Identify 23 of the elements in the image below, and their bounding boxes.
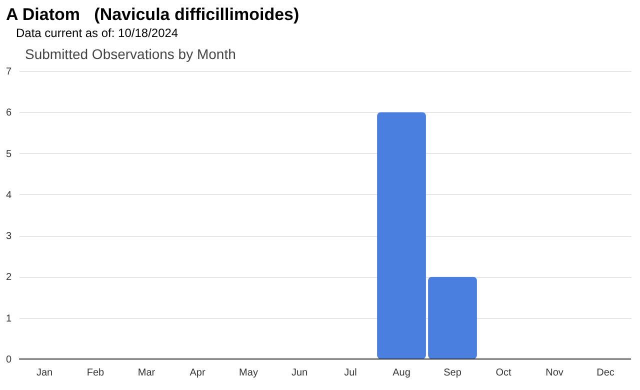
y-tick-label: 3 <box>6 231 12 242</box>
x-tick-label: May <box>239 368 258 378</box>
chart-subtitle: Data current as of: 10/18/2024 <box>16 26 180 40</box>
x-tick-label: Oct <box>496 368 512 378</box>
x-tick-label: Nov <box>546 368 564 378</box>
x-tick-label: Dec <box>596 368 614 378</box>
y-tick-label: 5 <box>6 148 12 160</box>
x-tick-label: Feb <box>86 368 105 378</box>
x-tick-label: Apr <box>190 368 206 378</box>
y-tick-label: 7 <box>6 66 12 78</box>
x-tick-label: Jun <box>291 368 308 378</box>
y-tick-label: 2 <box>6 272 12 284</box>
x-tick-label: Aug <box>392 368 410 378</box>
chart-title: A Diatom (Navicula difficillimoides) <box>6 5 300 25</box>
y-tick-label: 6 <box>6 108 12 119</box>
x-tick-label: Mar <box>138 368 156 378</box>
y-tick-label: 1 <box>6 313 12 324</box>
x-tick-label: Jan <box>36 368 53 378</box>
y-tick-label: 4 <box>6 190 12 201</box>
x-tick-label: Sep <box>444 368 462 378</box>
y-tick-label: 0 <box>6 354 12 366</box>
text: Submitted Observations by Month <box>25 46 237 62</box>
x-tick-label: Jul <box>344 368 357 378</box>
